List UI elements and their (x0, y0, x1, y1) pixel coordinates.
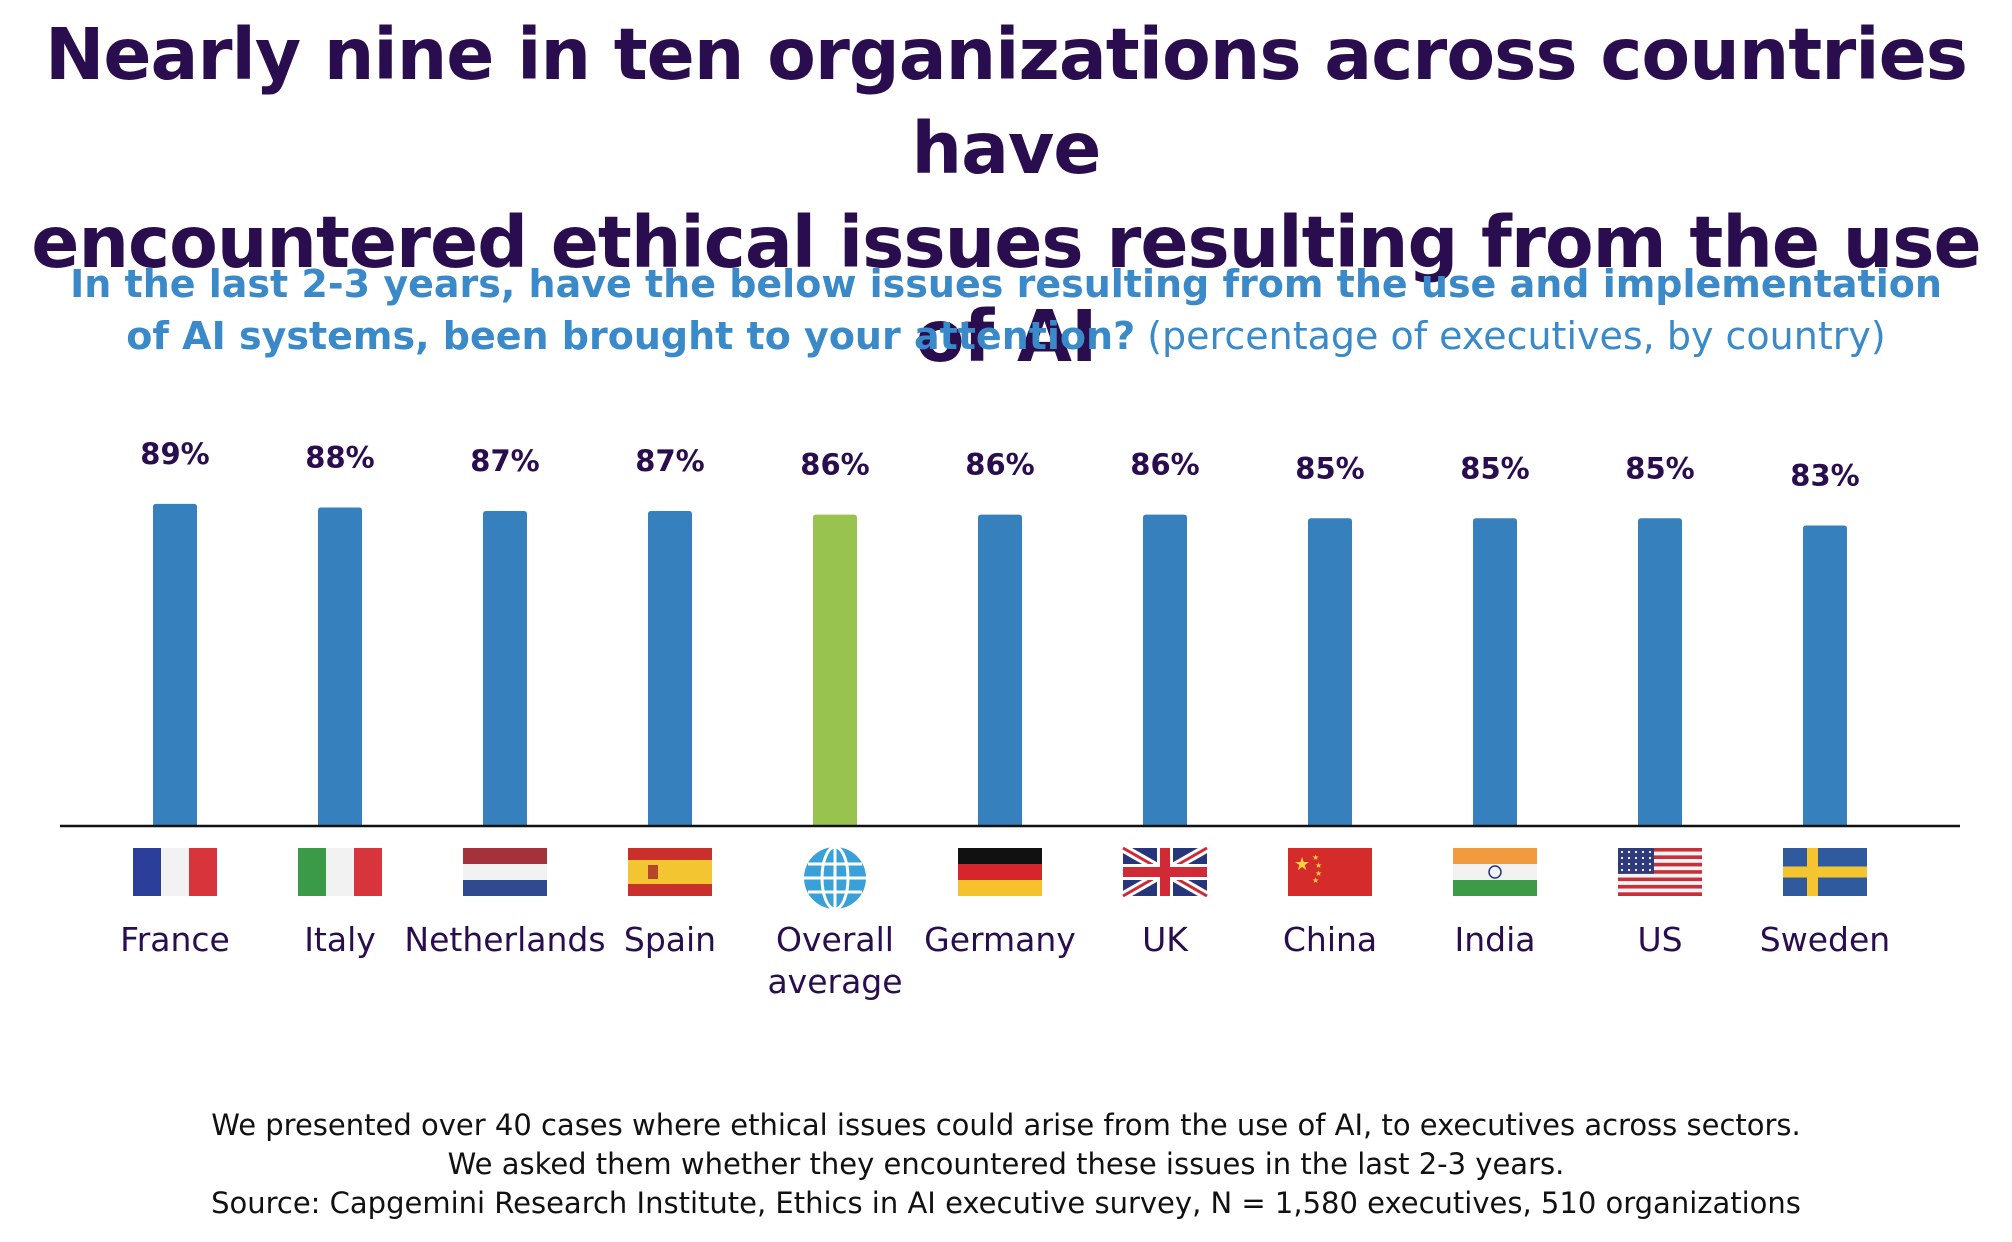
category-label-uk: UK (1142, 920, 1189, 959)
sweden-flag-icon (1783, 848, 1867, 896)
bar-us (1638, 518, 1682, 826)
value-labels-group: 89% 88% 87% 87% 86% 86% 86% 85% 85% 85% 83% (140, 437, 1859, 493)
category-label-sweden: Sweden (1760, 920, 1890, 959)
italy-flag-icon (298, 848, 382, 896)
bar-china (1308, 518, 1352, 826)
bar-germany (978, 514, 1022, 826)
value-label-china: 85% (1295, 451, 1364, 485)
bar-sweden (1803, 525, 1847, 826)
category-label-us: US (1637, 920, 1682, 959)
subtitle-note: (percentage of executives, by country) (1147, 314, 1886, 358)
bar-spain (648, 511, 692, 826)
subtitle-question: In the last 2-3 years, have the below is… (70, 262, 1942, 358)
title-line-2: encountered ethical issues resulting fro… (31, 201, 1981, 378)
value-label-italy: 88% (305, 440, 374, 474)
bar-overall-average (813, 514, 857, 826)
category-label-spain: Spain (624, 920, 716, 959)
india-flag-icon (1453, 848, 1537, 896)
svg-text:★: ★ (1312, 876, 1319, 885)
us-flag-icon (1618, 848, 1702, 896)
bar-france (153, 503, 197, 826)
category-label-germany: Germany (924, 920, 1076, 959)
title-line-1: Nearly nine in ten organizations across … (44, 13, 1968, 190)
footnote-line-1: We presented over 40 cases where ethical… (211, 1108, 1801, 1142)
spain-flag-icon (628, 848, 712, 896)
bar-chart: 89% 88% 87% 87% 86% 86% 86% 85% 85% 85% 83% ★ ★★★★ … (60, 437, 1960, 1001)
value-label-netherlands: 87% (470, 444, 539, 478)
value-label-india: 85% (1460, 451, 1529, 485)
netherlands-flag-icon (463, 848, 547, 896)
svg-text:★: ★ (1312, 853, 1319, 862)
chart-title: Nearly nine in ten organizations across … (20, 8, 1992, 384)
bar-india (1473, 518, 1517, 826)
value-label-sweden: 83% (1790, 459, 1859, 493)
category-label-italy: Italy (304, 920, 376, 959)
value-label-us: 85% (1625, 451, 1694, 485)
bar-italy (318, 507, 362, 826)
flags-group: ★ ★★★★ (133, 844, 1867, 911)
uk-flag-icon (1120, 844, 1210, 900)
category-label-overall-average: Overall average (767, 920, 902, 1001)
globe-icon (804, 845, 866, 911)
value-label-overall-average: 86% (800, 448, 869, 482)
svg-text:★: ★ (1315, 861, 1322, 870)
bar-netherlands (483, 511, 527, 826)
bar-uk (1143, 514, 1187, 826)
bars-group (153, 503, 1847, 826)
value-label-uk: 86% (1130, 448, 1199, 482)
footnote-source: Source: Capgemini Research Institute, Et… (211, 1186, 1801, 1220)
france-flag-icon (133, 848, 217, 896)
svg-text:★: ★ (1315, 869, 1322, 878)
svg-text:★: ★ (1294, 854, 1310, 875)
category-label-india: India (1455, 920, 1536, 959)
category-label-france: France (120, 920, 230, 959)
germany-flag-icon (958, 848, 1042, 896)
category-labels-group: France Italy Netherlands Spain Overall averag… (120, 920, 1890, 1001)
chart-subtitle: In the last 2-3 years, have the below is… (60, 258, 1952, 362)
category-label-china: China (1283, 920, 1377, 959)
china-flag-icon: ★ ★★★★ (1288, 848, 1372, 896)
value-label-germany: 86% (965, 448, 1034, 482)
footnote-line-2: We asked them whether they encountered t… (447, 1147, 1565, 1181)
category-label-netherlands: Netherlands (404, 920, 605, 959)
value-label-france: 89% (140, 437, 209, 471)
value-label-spain: 87% (635, 444, 704, 478)
